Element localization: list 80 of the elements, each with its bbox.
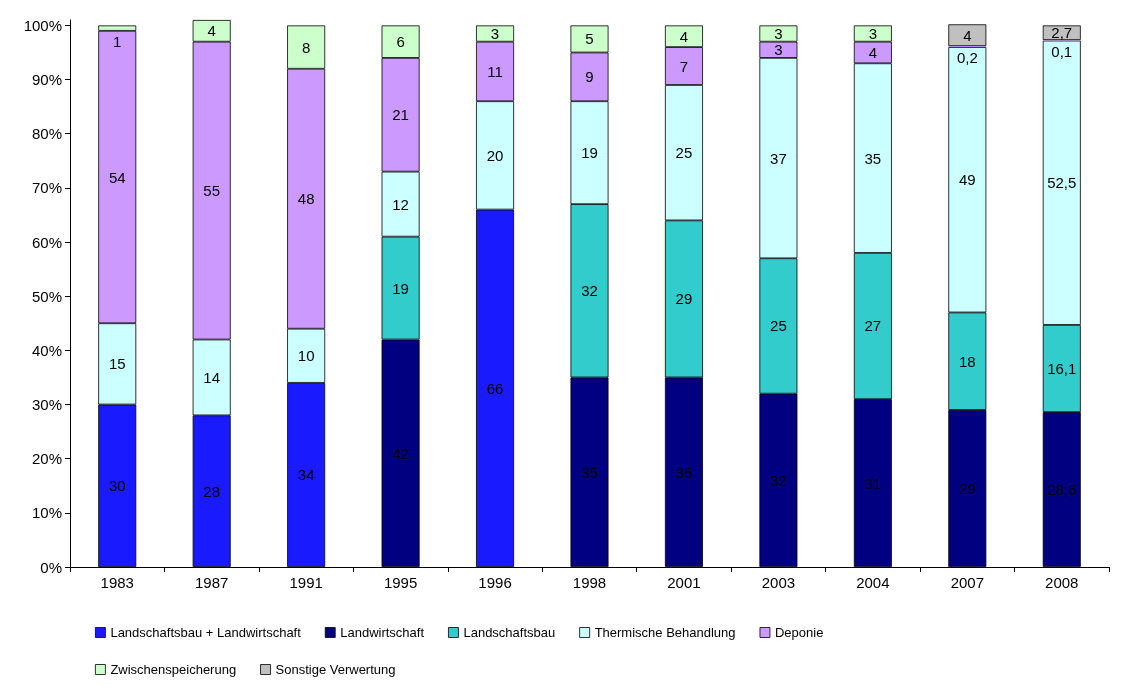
data-label: 4	[679, 27, 689, 45]
data-label: 8	[301, 38, 311, 56]
x-tick-label: 1991	[289, 574, 323, 591]
data-label: 54	[108, 168, 126, 186]
legend-label: Landschaftsbau + Landwirtschaft	[110, 625, 302, 640]
data-label: 3	[774, 41, 783, 59]
data-label: 19	[392, 279, 409, 297]
data-label: 7	[679, 57, 689, 75]
y-tick-label: 60%	[31, 233, 62, 251]
data-label: 20	[486, 146, 504, 164]
y-tick-label: 90%	[31, 71, 62, 89]
data-label: 21	[392, 106, 409, 124]
data-label: 29	[958, 479, 976, 497]
data-label: 42	[392, 444, 409, 462]
data-label: 32	[581, 282, 598, 300]
x-tick-label: 1987	[194, 574, 229, 591]
legend-label: Thermische Behandlung	[594, 625, 736, 640]
x-tick-label: 2007	[950, 574, 985, 591]
y-tick-label: 10%	[31, 504, 62, 522]
x-tick-label: 2008	[1045, 574, 1079, 591]
y-tick-label: 100%	[23, 16, 62, 34]
y-tick-label: 80%	[31, 125, 62, 143]
y-tick-label: 50%	[31, 287, 62, 305]
data-label: 49	[958, 171, 976, 189]
data-label: 19	[581, 144, 598, 162]
data-label: 9	[585, 68, 594, 86]
y-tick-label: 40%	[31, 341, 62, 359]
data-label: 0,1	[1051, 42, 1073, 60]
data-label: 35	[864, 149, 882, 167]
data-label: 1	[113, 32, 122, 50]
y-tick-label: 70%	[31, 179, 62, 197]
data-label: 4	[207, 22, 216, 40]
data-label: 3	[490, 25, 500, 43]
legend-label: Sonstige Verwertung	[275, 662, 396, 677]
data-label: 55	[203, 182, 221, 200]
legend-label: Landwirtschaft	[340, 625, 425, 640]
x-tick-label: 2001	[667, 574, 701, 591]
legend-label: Deponie	[774, 625, 824, 640]
data-label: 29	[675, 290, 693, 308]
y-tick-label: 30%	[31, 396, 62, 414]
legend-label: Zwischenspeicherung	[110, 662, 237, 677]
data-label: 35	[581, 463, 598, 481]
legend-label: Landschaftsbau	[463, 625, 556, 640]
x-tick-label: 2004	[856, 574, 890, 591]
data-label: 25	[770, 317, 787, 335]
data-label: 25	[675, 144, 693, 162]
data-label: 52,5	[1047, 174, 1077, 192]
data-label: 10	[297, 347, 315, 365]
data-label: 0,2	[956, 49, 978, 67]
y-tick-label: 0%	[40, 558, 62, 576]
data-label: 66	[486, 379, 504, 397]
data-label: 15	[108, 355, 126, 373]
x-tick-label: 1998	[572, 574, 607, 591]
data-label: 34	[297, 466, 315, 484]
data-label: 31	[864, 474, 882, 492]
y-tick-label: 20%	[31, 450, 62, 468]
data-label: 4	[868, 43, 878, 61]
data-label: 14	[203, 368, 221, 386]
x-tick-label: 2003	[761, 574, 796, 591]
x-tick-label: 1995	[383, 574, 418, 591]
data-label: 30	[108, 477, 126, 495]
data-label: 3	[774, 25, 783, 43]
x-tick-label: 1983	[100, 574, 134, 591]
data-label: 4	[963, 26, 972, 44]
data-label: 48	[297, 190, 315, 208]
data-label: 27	[864, 317, 882, 335]
data-label: 28,6	[1047, 481, 1077, 499]
data-label: 28	[203, 482, 221, 500]
data-label: 32	[770, 471, 787, 489]
x-tick-label: 1996	[478, 574, 512, 591]
data-label: 5	[585, 30, 594, 48]
data-label: 2,7	[1051, 24, 1073, 42]
data-label: 18	[958, 352, 976, 370]
data-label: 35	[675, 463, 693, 481]
data-label: 12	[392, 195, 409, 213]
data-label: 3	[868, 25, 878, 43]
data-label: 37	[770, 149, 787, 167]
data-label: 11	[487, 62, 503, 80]
data-label: 6	[396, 33, 405, 51]
data-label: 16,1	[1047, 360, 1077, 378]
